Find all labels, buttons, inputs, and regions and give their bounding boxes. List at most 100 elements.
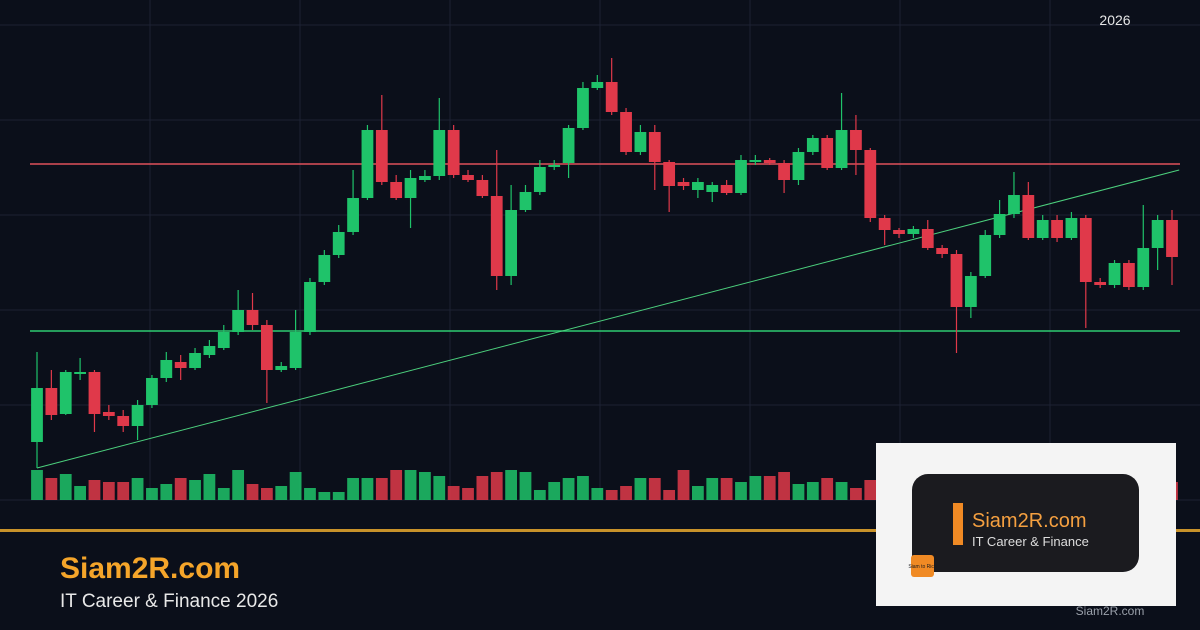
volume-bar	[850, 488, 862, 500]
volume-bar	[404, 470, 417, 500]
candle-body	[390, 182, 403, 198]
candle-body	[447, 130, 460, 175]
volume-bar	[778, 472, 790, 500]
candle-body	[1108, 263, 1121, 285]
candle-body	[1008, 195, 1020, 214]
candle-body	[1065, 218, 1078, 238]
volume-bar	[562, 478, 575, 500]
candle-body	[189, 353, 201, 368]
volume-bar	[735, 482, 747, 500]
candle-body	[993, 214, 1006, 235]
volume-bar	[749, 476, 762, 500]
volume-bar	[519, 472, 532, 500]
card-tagline: IT Career & Finance	[972, 534, 1089, 549]
candle-body	[735, 160, 747, 193]
candle-body	[361, 130, 374, 198]
candle-body	[304, 282, 316, 332]
candle-body	[749, 160, 762, 162]
candle-body	[490, 196, 503, 276]
candle-body	[433, 130, 446, 176]
candle-body	[332, 232, 345, 255]
candle-body	[404, 178, 417, 198]
candle-body	[1036, 220, 1049, 238]
volume-bar	[318, 492, 331, 500]
volume-bar	[74, 486, 86, 500]
volume-bar	[433, 476, 446, 500]
volume-bar	[304, 488, 316, 500]
candle-body	[476, 180, 489, 196]
candle-body	[419, 176, 431, 180]
candle-body	[318, 255, 331, 282]
candle-body	[1094, 282, 1107, 285]
volume-bar	[533, 490, 546, 500]
candle-body	[878, 218, 891, 230]
candle-body	[533, 167, 546, 192]
volume-bar	[232, 470, 245, 500]
candle-body	[45, 388, 58, 415]
volume-bar	[677, 470, 690, 500]
volume-bar	[447, 486, 460, 500]
volume-bar	[217, 488, 230, 500]
trendline	[36, 169, 1180, 469]
candle-body	[275, 366, 288, 370]
candle-body	[663, 162, 676, 186]
candle-body	[821, 138, 834, 168]
volume-bar	[864, 480, 877, 500]
volume-bar	[476, 476, 489, 500]
candle-body	[950, 254, 963, 307]
candle-body	[562, 128, 575, 163]
candle-body	[792, 152, 805, 180]
candle-body	[893, 230, 905, 234]
candle-body	[677, 182, 690, 186]
candle-body	[1123, 263, 1135, 287]
candle-body	[835, 130, 848, 168]
candle-body	[634, 132, 647, 152]
volume-bar	[375, 478, 388, 500]
accent-bar	[953, 503, 963, 545]
volume-bar	[620, 486, 632, 500]
volume-bar	[792, 484, 805, 500]
badge	[911, 555, 934, 577]
candle-body	[519, 192, 532, 210]
volume-bar	[462, 488, 474, 500]
candle-body	[203, 346, 216, 355]
candle-body	[706, 185, 719, 192]
volume-bar	[663, 490, 676, 500]
candle-body	[232, 310, 245, 332]
candle-body	[921, 229, 934, 248]
card	[912, 474, 1139, 572]
candle-body	[505, 210, 518, 276]
candle-body	[907, 229, 920, 234]
volume-bar	[146, 488, 158, 500]
volume-bar	[720, 478, 733, 500]
candle-body	[864, 150, 877, 218]
volume-bar	[59, 474, 72, 500]
candle-body	[806, 138, 819, 152]
candle-body	[648, 132, 661, 162]
candle-body	[605, 82, 618, 112]
volume-bar	[390, 470, 403, 500]
volume-bar	[189, 480, 201, 500]
year-label: 2026	[1099, 12, 1130, 28]
tagline: IT Career & Finance 2026	[60, 591, 278, 612]
candle-body	[131, 405, 144, 426]
candle-body	[217, 332, 230, 348]
logo-card: Siam2R.com IT Career & Finance Siam to R…	[876, 443, 1176, 606]
volume-bar	[505, 470, 518, 500]
volume-bar	[102, 482, 115, 500]
volume-bar	[490, 472, 503, 500]
candle-body	[289, 332, 302, 368]
volume-bar	[577, 476, 589, 500]
candle-body	[1166, 220, 1178, 257]
volume-bar	[117, 482, 130, 500]
candle-body	[979, 235, 992, 276]
candle-body	[174, 362, 187, 368]
volume-bar	[763, 476, 776, 500]
volume-bar	[174, 478, 187, 500]
candle-body	[1151, 220, 1164, 248]
volume-bar	[31, 470, 43, 500]
candle-body	[160, 360, 173, 378]
volume-bar	[131, 478, 144, 500]
